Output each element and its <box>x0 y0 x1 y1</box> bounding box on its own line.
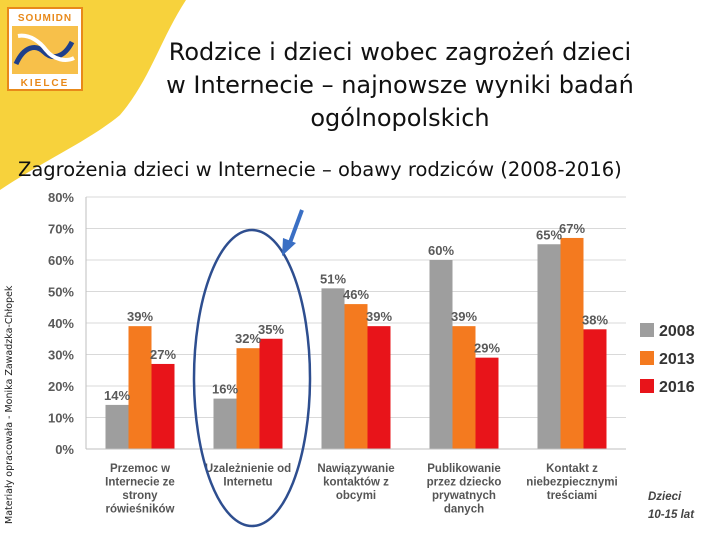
annotation-line-2: 10-15 lat <box>648 509 695 521</box>
data-labels: 14% 39% 27% 16% 32%35% 51%46% 39% 60% 39% 29% 65%6… <box>104 221 608 403</box>
bar-2016-cat-1 <box>259 338 283 449</box>
x-category-label: danych <box>444 504 484 516</box>
x-category-label: Przemoc w <box>110 463 170 475</box>
data-label: 27% <box>150 347 176 362</box>
bar-2008-cat-3 <box>429 260 453 449</box>
data-label: 39% <box>451 309 477 324</box>
bar-2008-cat-2 <box>321 288 345 449</box>
bar-2008-cat-4 <box>537 244 561 449</box>
annotation-line-1: Dzieci <box>648 491 682 503</box>
x-category-label: treściami <box>547 490 598 502</box>
x-category-label: strony <box>122 490 158 502</box>
x-category-label: kontaktów z <box>323 477 389 489</box>
y-tick-label: 80% <box>48 190 74 205</box>
title-line-3: ogólnopolskich <box>310 104 490 132</box>
highlight-ellipse <box>192 228 312 528</box>
title-line-2: w Internecie – najnowsze wyniki badań <box>166 71 634 99</box>
y-tick-label: 70% <box>48 222 74 237</box>
bar-2016-cat-2 <box>367 326 391 449</box>
data-label: 14% <box>104 388 130 403</box>
x-category-label: obcymi <box>336 490 376 502</box>
data-label: 38% <box>582 312 608 327</box>
legend-swatch-2008 <box>640 323 654 337</box>
data-label: 60% <box>428 243 454 258</box>
legend-swatch-2016 <box>640 379 654 393</box>
x-category-label: niebezpiecznymi <box>526 477 617 489</box>
x-category-label: Uzależnienie od <box>205 463 291 475</box>
x-category-label: rówieśników <box>105 504 174 516</box>
y-tick-label: 50% <box>48 285 74 300</box>
data-label: 51% <box>320 271 346 286</box>
legend-swatch-2013 <box>640 351 654 365</box>
page-title: Rodzice i dzieci wobec zagrożeń dzieci w… <box>120 36 680 135</box>
chart-subtitle: Zagrożenia dzieci w Internecie – obawy r… <box>18 158 622 181</box>
chart-bars <box>105 237 607 449</box>
x-category-label: Internecie ze <box>105 477 175 489</box>
legend-label-2013: 2013 <box>659 351 695 368</box>
data-label: 35% <box>258 322 284 337</box>
x-category-label: Internetu <box>223 477 272 489</box>
data-label: 16% <box>212 382 238 397</box>
bar-2013-cat-2 <box>344 304 368 449</box>
title-line-1: Rodzice i dzieci wobec zagrożeń dzieci <box>168 38 632 66</box>
x-category-label: Nawiązywanie <box>317 463 394 475</box>
y-tick-label: 0% <box>55 442 74 457</box>
bar-2016-cat-0 <box>151 363 175 449</box>
x-category-label: prywatnych <box>432 490 496 502</box>
y-tick-label: 60% <box>48 253 74 268</box>
bar-2008-cat-1 <box>213 398 237 449</box>
y-tick-label: 30% <box>48 348 74 363</box>
data-label: 46% <box>343 287 369 302</box>
logo-bottom-text: KIELCE <box>21 78 70 89</box>
bar-2016-cat-3 <box>475 357 499 449</box>
bar-2013-cat-0 <box>128 326 152 449</box>
data-label: 32% <box>235 331 261 346</box>
y-tick-label: 10% <box>48 411 74 426</box>
bar-2013-cat-3 <box>452 326 476 449</box>
legend-label-2008: 2008 <box>659 323 695 340</box>
y-tick-label: 20% <box>48 379 74 394</box>
legend-label-2016: 2016 <box>659 379 695 396</box>
x-category-label: Publikowanie <box>427 463 501 475</box>
data-label: 65% <box>536 227 562 242</box>
data-label: 29% <box>474 341 500 356</box>
chart-legend: 2008 2013 2016 <box>640 323 695 396</box>
soumidn-logo: SOUMIDN KIELCE <box>6 6 84 92</box>
bar-2008-cat-0 <box>105 404 129 449</box>
logo-top-text: SOUMIDN <box>18 13 72 24</box>
y-axis: 0% 10% 20% 30% 40% 50% 60% 70% 80% <box>48 190 87 457</box>
y-tick-label: 40% <box>48 316 74 331</box>
data-label: 39% <box>366 309 392 324</box>
highlight-arrow <box>282 209 304 256</box>
x-category-label: Kontakt z <box>546 463 598 475</box>
bar-2013-cat-1 <box>236 348 260 449</box>
data-label: 67% <box>559 221 585 236</box>
bar-2016-cat-4 <box>583 329 607 449</box>
data-label: 39% <box>127 309 153 324</box>
bar-2013-cat-4 <box>560 237 584 449</box>
x-category-label: przez dziecko <box>427 477 502 489</box>
